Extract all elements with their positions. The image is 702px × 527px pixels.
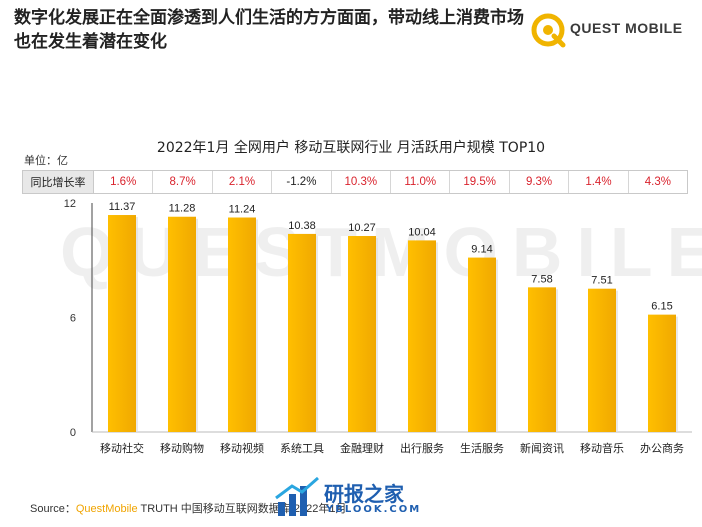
stamp-chart-icon bbox=[275, 476, 319, 516]
logo-text: QUEST MOBILE bbox=[570, 20, 683, 36]
growth-rate-cell: 2.1% bbox=[213, 171, 273, 193]
growth-rate-cell: -1.2% bbox=[272, 171, 332, 193]
y-tick-label: 0 bbox=[70, 427, 76, 439]
x-category-label: 办公商务 bbox=[640, 441, 684, 455]
stamp-sub-text: YBLOOK.COM bbox=[326, 504, 422, 515]
x-category-label: 新闻资讯 bbox=[520, 441, 564, 455]
bar-出行服务 bbox=[408, 240, 436, 432]
y-tick-label: 6 bbox=[70, 313, 76, 325]
bar-value-label: 10.04 bbox=[408, 226, 436, 238]
source-prefix: Source： bbox=[30, 503, 76, 515]
growth-rate-cell: 8.7% bbox=[153, 171, 213, 193]
bar-value-label: 7.58 bbox=[531, 273, 552, 285]
bar-金融理财 bbox=[348, 236, 376, 432]
yanbao-stamp: 研报之家 YBLOOK.COM bbox=[272, 476, 432, 520]
bar-value-label: 10.38 bbox=[288, 220, 316, 232]
growth-rate-cell: 10.3% bbox=[332, 171, 392, 193]
bar-value-label: 11.37 bbox=[109, 201, 136, 213]
growth-rate-cell: 1.4% bbox=[569, 171, 629, 193]
growth-rate-cells: 1.6% 8.7% 2.1% -1.2% 10.3% 11.0% 19.5% 9.3% 1.4%… bbox=[94, 171, 687, 193]
x-category-label: 移动购物 bbox=[160, 441, 204, 455]
bar-系统工具 bbox=[288, 233, 316, 432]
headline: 数字化发展正在全面渗透到人们生活的方方面面，带动线上消费市场也在发生着潜在变化 bbox=[14, 8, 524, 52]
growth-rate-header: 同比增长率 bbox=[23, 171, 94, 193]
x-category-label: 生活服务 bbox=[460, 441, 504, 455]
bar-value-label: 9.14 bbox=[471, 244, 492, 256]
growth-rate-cell: 1.6% bbox=[94, 171, 154, 193]
source-brand: QuestMobile bbox=[75, 503, 138, 515]
y-tick-label: 12 bbox=[64, 198, 76, 210]
bar-value-label: 11.24 bbox=[229, 204, 256, 216]
growth-rate-row: 同比增长率 1.6% 8.7% 2.1% -1.2% 10.3% 11.0% 19.5% 9.… bbox=[22, 170, 688, 194]
bar-value-label: 11.28 bbox=[169, 203, 196, 215]
bar-移动视频 bbox=[228, 217, 256, 432]
stamp-main-text: 研报之家 bbox=[324, 482, 404, 506]
bar-value-label: 7.51 bbox=[591, 275, 612, 287]
growth-rate-cell: 4.3% bbox=[644, 176, 671, 188]
bar-value-label: 6.15 bbox=[651, 301, 672, 313]
x-category-label: 金融理财 bbox=[340, 441, 384, 455]
x-category-label: 出行服务 bbox=[400, 441, 444, 455]
x-category-label: 移动社交 bbox=[100, 441, 144, 455]
bar-生活服务 bbox=[468, 257, 496, 432]
bar-办公商务 bbox=[648, 314, 676, 432]
bar-新闻资讯 bbox=[528, 287, 556, 432]
x-category-label: 移动音乐 bbox=[580, 441, 624, 455]
unit-label: 单位：亿 bbox=[24, 154, 68, 167]
questmobile-logo: QUEST MOBILE bbox=[530, 12, 690, 48]
bar-移动音乐 bbox=[588, 288, 616, 432]
chart-title: 2022年1月 全网用户 移动互联网行业 月活跃用户规模 TOP10 bbox=[156, 140, 546, 156]
bar-移动购物 bbox=[168, 216, 196, 432]
watermark: QUESTMOBILE bbox=[60, 213, 702, 291]
growth-rate-cell: 11.0% bbox=[391, 171, 451, 193]
growth-rate-cell: 19.5% bbox=[450, 171, 510, 193]
questmobile-logo-icon bbox=[531, 13, 566, 48]
bar-value-label: 10.27 bbox=[348, 222, 376, 234]
x-category-label: 移动视频 bbox=[220, 441, 264, 455]
bar-移动社交 bbox=[108, 215, 136, 432]
growth-rate-cell: 9.3% bbox=[510, 171, 570, 193]
x-category-label: 系统工具 bbox=[280, 442, 324, 455]
